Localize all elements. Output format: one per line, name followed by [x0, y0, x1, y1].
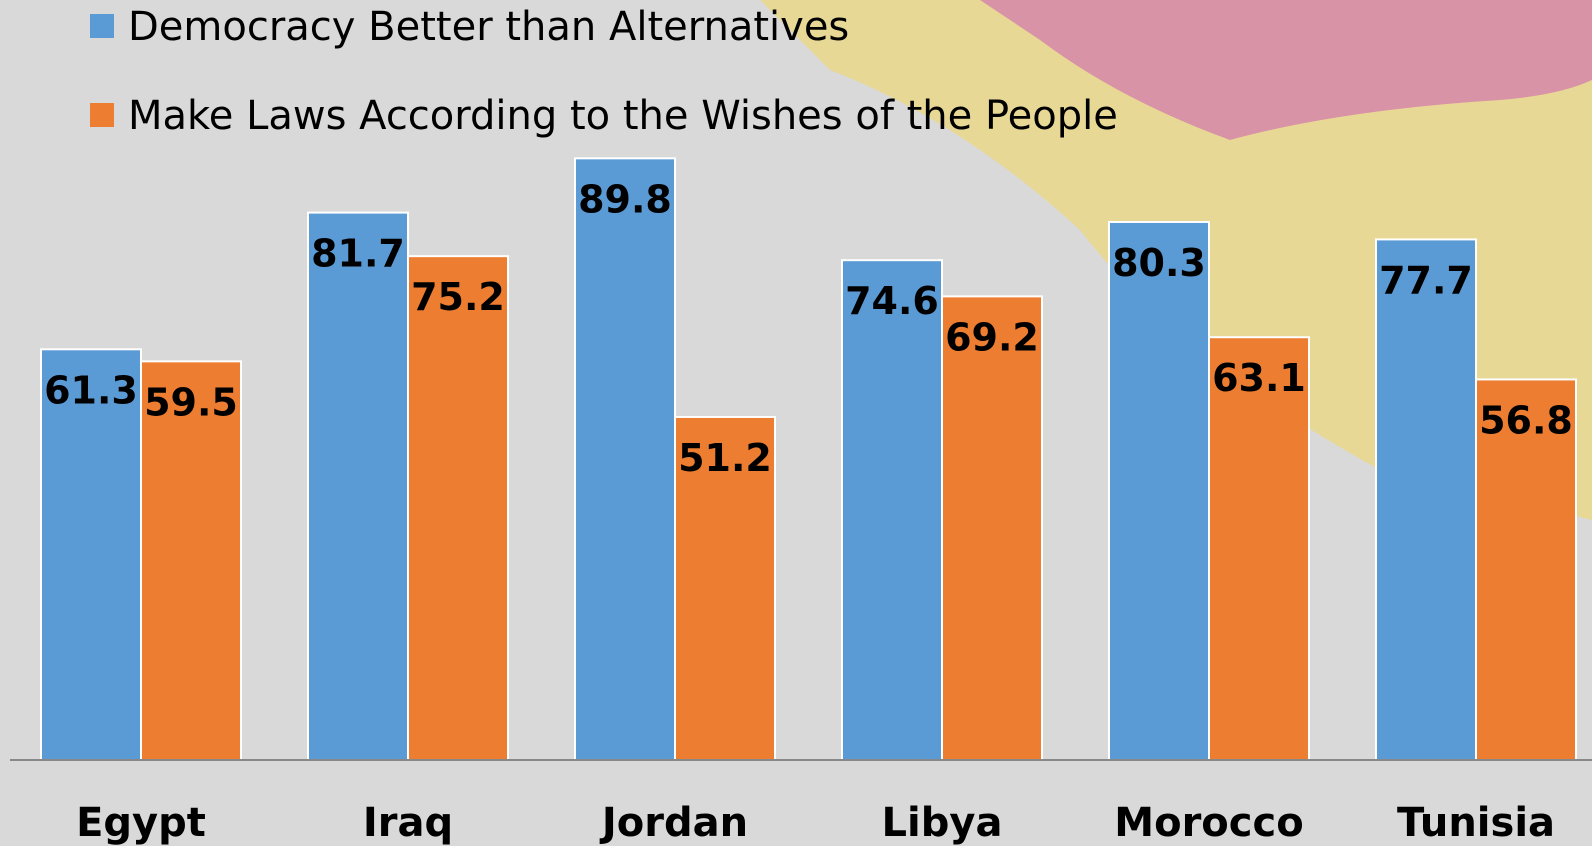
legend-label-1: Democracy Better than Alternatives [128, 4, 849, 50]
data-label-iraq-series-1: 81.7 [311, 232, 405, 276]
data-label-tunisia-series-1: 77.7 [1379, 258, 1473, 302]
category-labels: Egypt Iraq Jordan Libya Morocco Tunisia [76, 800, 1555, 846]
data-label-jordan-series-2: 51.2 [678, 436, 772, 480]
data-label-iraq-series-2: 75.2 [411, 275, 505, 319]
data-label-egypt-series-1: 61.3 [44, 368, 138, 412]
category-label-iraq: Iraq [363, 800, 453, 846]
bar-libya-series-1 [841, 259, 943, 761]
data-label-tunisia-series-2: 56.8 [1479, 398, 1573, 442]
category-label-libya: Libya [882, 800, 1003, 846]
category-label-morocco: Morocco [1114, 800, 1303, 846]
bar-morocco-series-1 [1108, 220, 1210, 762]
data-label-jordan-series-1: 89.8 [578, 177, 672, 221]
bar-jordan-series-2 [674, 415, 776, 761]
bar-tunisia-series-2 [1475, 378, 1577, 761]
bar-egypt-series-1 [40, 348, 142, 761]
legend-swatch-2 [90, 103, 114, 127]
legend-swatch-1 [90, 14, 114, 38]
bar-tunisia-series-1 [1375, 238, 1477, 762]
category-label-egypt: Egypt [76, 800, 206, 846]
data-label-morocco-series-2: 63.1 [1212, 356, 1306, 400]
bar-iraq-series-2 [407, 255, 509, 761]
legend-label-2: Make Laws According to the Wishes of the… [128, 93, 1118, 139]
legend-item-1: Democracy Better than Alternatives [90, 4, 849, 50]
data-label-libya-series-1: 74.6 [845, 279, 939, 323]
legend-item-2: Make Laws According to the Wishes of the… [90, 93, 1118, 139]
category-label-jordan: Jordan [599, 800, 748, 846]
legend: Democracy Better than Alternatives Make … [90, 4, 1118, 139]
value-labels: 61.3 59.5 81.775.2 89.8 51.2 74.669.2 80.3 63.1… [44, 177, 1573, 480]
bar-jordan-series-1 [574, 157, 676, 761]
bar-libya-series-2 [941, 295, 1043, 761]
bar-iraq-series-1 [307, 211, 409, 762]
decor-pink-shape [980, 0, 1592, 140]
data-label-egypt-series-2: 59.5 [144, 380, 238, 424]
data-label-libya-series-2: 69.2 [945, 315, 1039, 359]
data-label-morocco-series-1: 80.3 [1112, 241, 1206, 285]
bar-morocco-series-2 [1208, 336, 1310, 761]
category-label-tunisia: Tunisia [1397, 800, 1555, 846]
